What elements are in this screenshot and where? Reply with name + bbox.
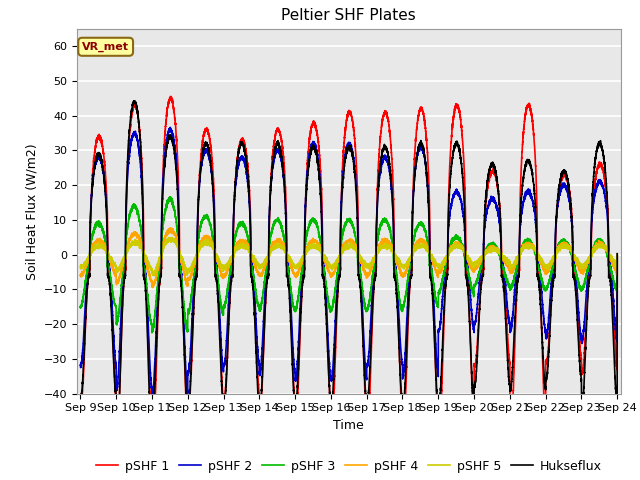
Hukseflux (77, 393, 84, 399)
pSHF 1 (77, 395, 84, 400)
pSHF 5 (584, 257, 592, 263)
pSHF 4 (613, 251, 621, 257)
Line: pSHF 1: pSHF 1 (81, 96, 617, 440)
pSHF 4 (591, 244, 598, 250)
pSHF 2 (148, 393, 156, 398)
Hukseflux (584, 290, 592, 296)
pSHF 3 (613, 253, 621, 259)
pSHF 3 (166, 194, 174, 200)
Hukseflux (484, 173, 492, 179)
pSHF 5 (484, 247, 492, 253)
Hukseflux (613, 251, 621, 257)
Hukseflux (591, 162, 598, 168)
pSHF 1 (469, 407, 477, 413)
pSHF 3 (584, 267, 592, 273)
pSHF 2 (613, 252, 621, 257)
Line: pSHF 2: pSHF 2 (81, 127, 617, 396)
Hukseflux (259, 359, 267, 365)
Hukseflux (331, 354, 339, 360)
pSHF 4 (584, 260, 592, 266)
pSHF 3 (484, 246, 492, 252)
pSHF 5 (259, 261, 267, 267)
Hukseflux (130, 98, 138, 104)
pSHF 2 (259, 331, 267, 336)
pSHF 1 (613, 253, 621, 259)
pSHF 2 (484, 204, 492, 210)
pSHF 1 (148, 437, 156, 443)
pSHF 5 (77, 265, 84, 271)
pSHF 5 (613, 252, 621, 257)
Hukseflux (469, 393, 477, 399)
pSHF 1 (584, 285, 592, 291)
pSHF 5 (150, 273, 158, 278)
Line: pSHF 4: pSHF 4 (81, 228, 617, 288)
pSHF 1 (591, 180, 598, 186)
Line: pSHF 5: pSHF 5 (81, 238, 617, 276)
Text: VR_met: VR_met (82, 42, 129, 52)
pSHF 4 (484, 247, 492, 253)
pSHF 4 (166, 225, 174, 231)
pSHF 3 (331, 290, 339, 296)
Hukseflux (113, 447, 121, 453)
Title: Peltier SHF Plates: Peltier SHF Plates (282, 9, 416, 24)
pSHF 4 (331, 269, 339, 275)
pSHF 2 (331, 335, 339, 340)
pSHF 1 (484, 181, 492, 187)
pSHF 1 (259, 366, 267, 372)
pSHF 4 (259, 269, 267, 275)
pSHF 5 (331, 263, 339, 268)
pSHF 2 (469, 322, 477, 328)
Line: pSHF 3: pSHF 3 (81, 197, 617, 333)
pSHF 3 (148, 330, 156, 336)
pSHF 3 (469, 288, 477, 294)
Y-axis label: Soil Heat Flux (W/m2): Soil Heat Flux (W/m2) (25, 143, 38, 279)
pSHF 2 (166, 124, 174, 130)
pSHF 4 (148, 285, 156, 290)
pSHF 5 (469, 260, 477, 266)
Legend: pSHF 1, pSHF 2, pSHF 3, pSHF 4, pSHF 5, Hukseflux: pSHF 1, pSHF 2, pSHF 3, pSHF 4, pSHF 5, … (91, 455, 607, 478)
pSHF 5 (168, 235, 176, 240)
pSHF 1 (331, 373, 339, 379)
pSHF 3 (77, 304, 84, 310)
pSHF 2 (584, 267, 592, 273)
pSHF 5 (591, 246, 598, 252)
pSHF 4 (469, 268, 477, 274)
pSHF 2 (591, 192, 598, 197)
pSHF 4 (77, 272, 84, 277)
pSHF 3 (591, 240, 598, 245)
pSHF 2 (77, 362, 84, 368)
pSHF 1 (166, 94, 174, 99)
pSHF 3 (259, 291, 267, 297)
X-axis label: Time: Time (333, 419, 364, 432)
Line: Hukseflux: Hukseflux (81, 101, 617, 450)
